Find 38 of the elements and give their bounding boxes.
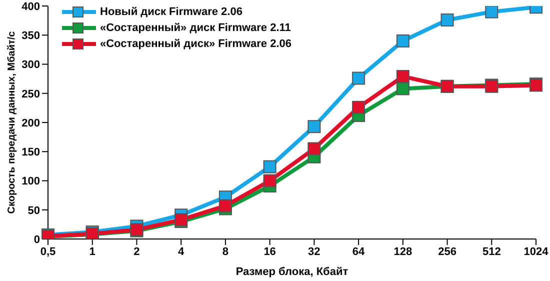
point [218,199,232,212]
y-tick-label: 250 [22,88,40,100]
x-tick-label: 1024 [524,246,550,258]
y-tick-label: 400 [22,0,40,13]
y-tick-label: 150 [22,146,40,159]
point [308,142,321,156]
x-tick-label: 4 [178,246,186,258]
x-tick-label: 32 [308,246,320,258]
y-tick-label: 100 [22,176,40,188]
point [396,34,410,48]
point [263,160,276,174]
x-tick-label: 2 [134,246,140,258]
point [396,82,410,96]
point [352,100,366,114]
x-tick-label: 16 [264,246,276,258]
point [396,70,410,83]
y-axis-title: Скорость передачи данных, Мбайт/с [6,30,18,214]
point [440,13,454,26]
y-tick-label: 350 [22,30,40,42]
point [352,72,366,85]
x-tick-label: 8 [222,246,229,258]
y-tick-label: 200 [22,117,40,130]
legend-label: «Состаренный» диск Firmware 2.11 [100,21,291,36]
y-tick-label: 0 [34,234,40,246]
x-tick-label: 256 [438,246,456,258]
x-tick-label: 0,5 [40,246,56,258]
x-tick-label: 512 [482,246,501,258]
point [308,120,321,134]
y-tick-label: 50 [28,204,40,217]
legend-label: Новый диск Firmware 2.06 [100,5,242,20]
point [485,6,498,18]
x-tick-label: 1 [89,246,96,258]
point [263,174,276,188]
y-tick-label: 300 [22,59,40,72]
legend-label: «Состаренный диск» Firmware 2.06 [100,37,292,52]
x-tick-label: 64 [352,246,366,258]
x-axis-title: Размер блока, Кбайт [236,266,349,278]
x-tick-label: 128 [394,246,412,258]
